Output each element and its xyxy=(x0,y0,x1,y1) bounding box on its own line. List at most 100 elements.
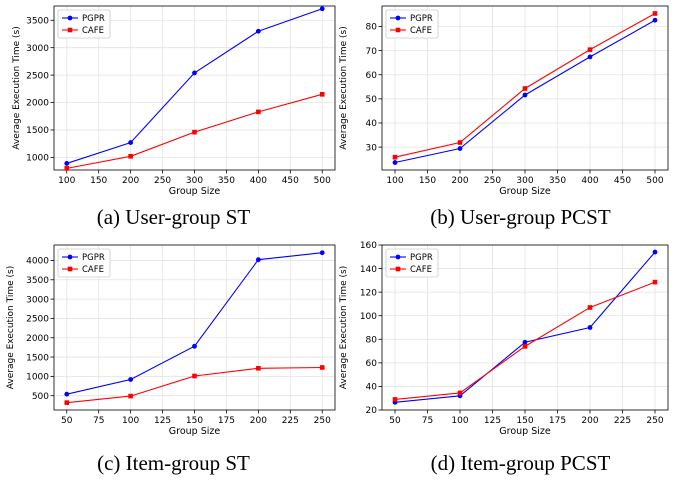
x-tick-label: 50 xyxy=(389,416,401,426)
x-axis-label: Group Size xyxy=(169,186,221,197)
x-tick-label: 150 xyxy=(516,416,533,426)
x-tick-label: 225 xyxy=(614,416,631,426)
data-point-cafe xyxy=(319,92,325,97)
data-point-cafe xyxy=(128,393,133,399)
legend-label-pgpr: PGPR xyxy=(82,14,105,24)
x-axis-label: Group Size xyxy=(169,426,221,437)
x-tick-label: 200 xyxy=(250,416,267,426)
y-tick-label: 80 xyxy=(366,335,378,345)
legend: PGPR CAFE xyxy=(57,9,111,39)
x-tick-label: 500 xyxy=(646,176,663,186)
y-tick-label: 1500 xyxy=(26,353,49,363)
y-axis-label: Average Execution Time (s) xyxy=(339,266,349,389)
y-tick-label: 160 xyxy=(360,241,377,251)
y-tick-label: 100 xyxy=(360,312,377,322)
x-axis-label: Group Size xyxy=(499,186,551,197)
data-point-pgpr xyxy=(255,257,261,263)
data-point-cafe xyxy=(192,373,197,379)
data-point-pgpr xyxy=(392,160,398,165)
x-tick-label: 400 xyxy=(581,176,598,186)
legend: PGPR CAFE xyxy=(385,9,439,39)
data-point-cafe xyxy=(128,153,133,159)
legend-marker-pgpr xyxy=(395,254,401,260)
data-point-pgpr xyxy=(522,92,528,98)
data-point-pgpr xyxy=(652,17,658,23)
data-point-pgpr xyxy=(192,343,197,349)
x-tick-label: 150 xyxy=(90,176,107,186)
data-point-pgpr xyxy=(128,140,134,145)
x-tick-label: 150 xyxy=(419,176,436,186)
y-tick-label: 120 xyxy=(360,288,377,298)
legend-label-pgpr: PGPR xyxy=(410,253,433,263)
y-tick-label: 500 xyxy=(32,392,49,402)
data-point-cafe xyxy=(457,140,463,145)
y-axis-label: Average Execution Time (s) xyxy=(6,266,16,389)
data-point-pgpr xyxy=(652,249,658,255)
data-point-pgpr xyxy=(587,54,593,60)
caption-user-group-pcst: (b) User-group PCST xyxy=(430,205,611,229)
x-tick-label: 100 xyxy=(451,416,468,426)
x-tick-label: 150 xyxy=(186,416,203,426)
data-point-cafe xyxy=(522,86,528,91)
legend-marker-cafe xyxy=(395,27,401,33)
y-tick-label: 1000 xyxy=(26,373,49,383)
legend: PGPR CAFE xyxy=(57,248,111,278)
plot-frame xyxy=(53,5,336,171)
chart-3: 50 75 100 125 150 175 200 225 250 500 1000 1500 2000… xyxy=(6,244,336,437)
legend-marker-cafe xyxy=(67,266,73,272)
legend-marker-pgpr xyxy=(67,15,73,21)
x-tick-label: 300 xyxy=(186,176,203,186)
x-tick-label: 225 xyxy=(282,416,299,426)
y-tick-label: 1000 xyxy=(26,154,49,164)
legend-label-cafe: CAFE xyxy=(82,265,104,275)
y-tick-label: 3500 xyxy=(26,276,49,286)
plot-frame xyxy=(53,244,336,411)
legend-label-pgpr: PGPR xyxy=(82,253,105,263)
y-tick-label: 60 xyxy=(366,359,378,369)
y-axis-label: Average Execution Time (s) xyxy=(12,26,22,149)
x-tick-label: 75 xyxy=(93,416,104,426)
data-point-cafe xyxy=(256,365,261,371)
legend-label-cafe: CAFE xyxy=(410,265,432,275)
legend: PGPR CAFE xyxy=(385,248,439,278)
legend-marker-cafe xyxy=(395,266,401,272)
data-point-pgpr xyxy=(457,146,463,151)
data-point-cafe xyxy=(652,279,658,285)
data-point-pgpr xyxy=(64,161,70,166)
x-tick-label: 350 xyxy=(218,176,235,186)
x-tick-label: 100 xyxy=(122,416,139,426)
y-tick-label: 140 xyxy=(360,265,377,275)
data-point-cafe xyxy=(64,400,70,405)
data-point-cafe xyxy=(522,344,528,349)
y-tick-label: 2500 xyxy=(26,315,49,325)
y-tick-label: 3000 xyxy=(26,295,49,305)
data-point-cafe xyxy=(192,129,197,135)
x-tick-label: 450 xyxy=(282,176,299,186)
data-point-cafe xyxy=(319,365,325,370)
y-tick-label: 3000 xyxy=(26,44,49,54)
data-point-cafe xyxy=(587,305,593,310)
x-tick-label: 250 xyxy=(484,176,501,186)
y-tick-label: 40 xyxy=(366,119,378,129)
legend-label-cafe: CAFE xyxy=(82,26,104,36)
x-tick-label: 250 xyxy=(314,416,331,426)
y-tick-label: 3500 xyxy=(26,16,49,26)
y-axis-label: Average Execution Time (s) xyxy=(339,26,349,149)
data-point-pgpr xyxy=(64,391,70,397)
x-tick-label: 350 xyxy=(549,176,566,186)
data-point-pgpr xyxy=(587,325,593,330)
caption-item-group-pcst: (d) Item-group PCST xyxy=(430,451,611,475)
y-tick-label: 60 xyxy=(366,71,378,81)
legend-label-pgpr: PGPR xyxy=(410,14,433,24)
data-point-cafe xyxy=(652,11,658,16)
x-tick-label: 200 xyxy=(581,416,598,426)
x-tick-label: 200 xyxy=(451,176,468,186)
chart-1: 100 150 200 250 300 350 400 450 500 1000 1500 2000 2… xyxy=(12,5,336,197)
data-point-pgpr xyxy=(522,339,528,345)
chart-2: 100 150 200 250 300 350 400 450 500 30 40 50 60 70 80 G… xyxy=(339,5,669,197)
y-tick-label: 2500 xyxy=(26,71,49,81)
legend-marker-pgpr xyxy=(395,15,401,21)
data-point-pgpr xyxy=(255,28,261,34)
x-tick-label: 300 xyxy=(516,176,533,186)
